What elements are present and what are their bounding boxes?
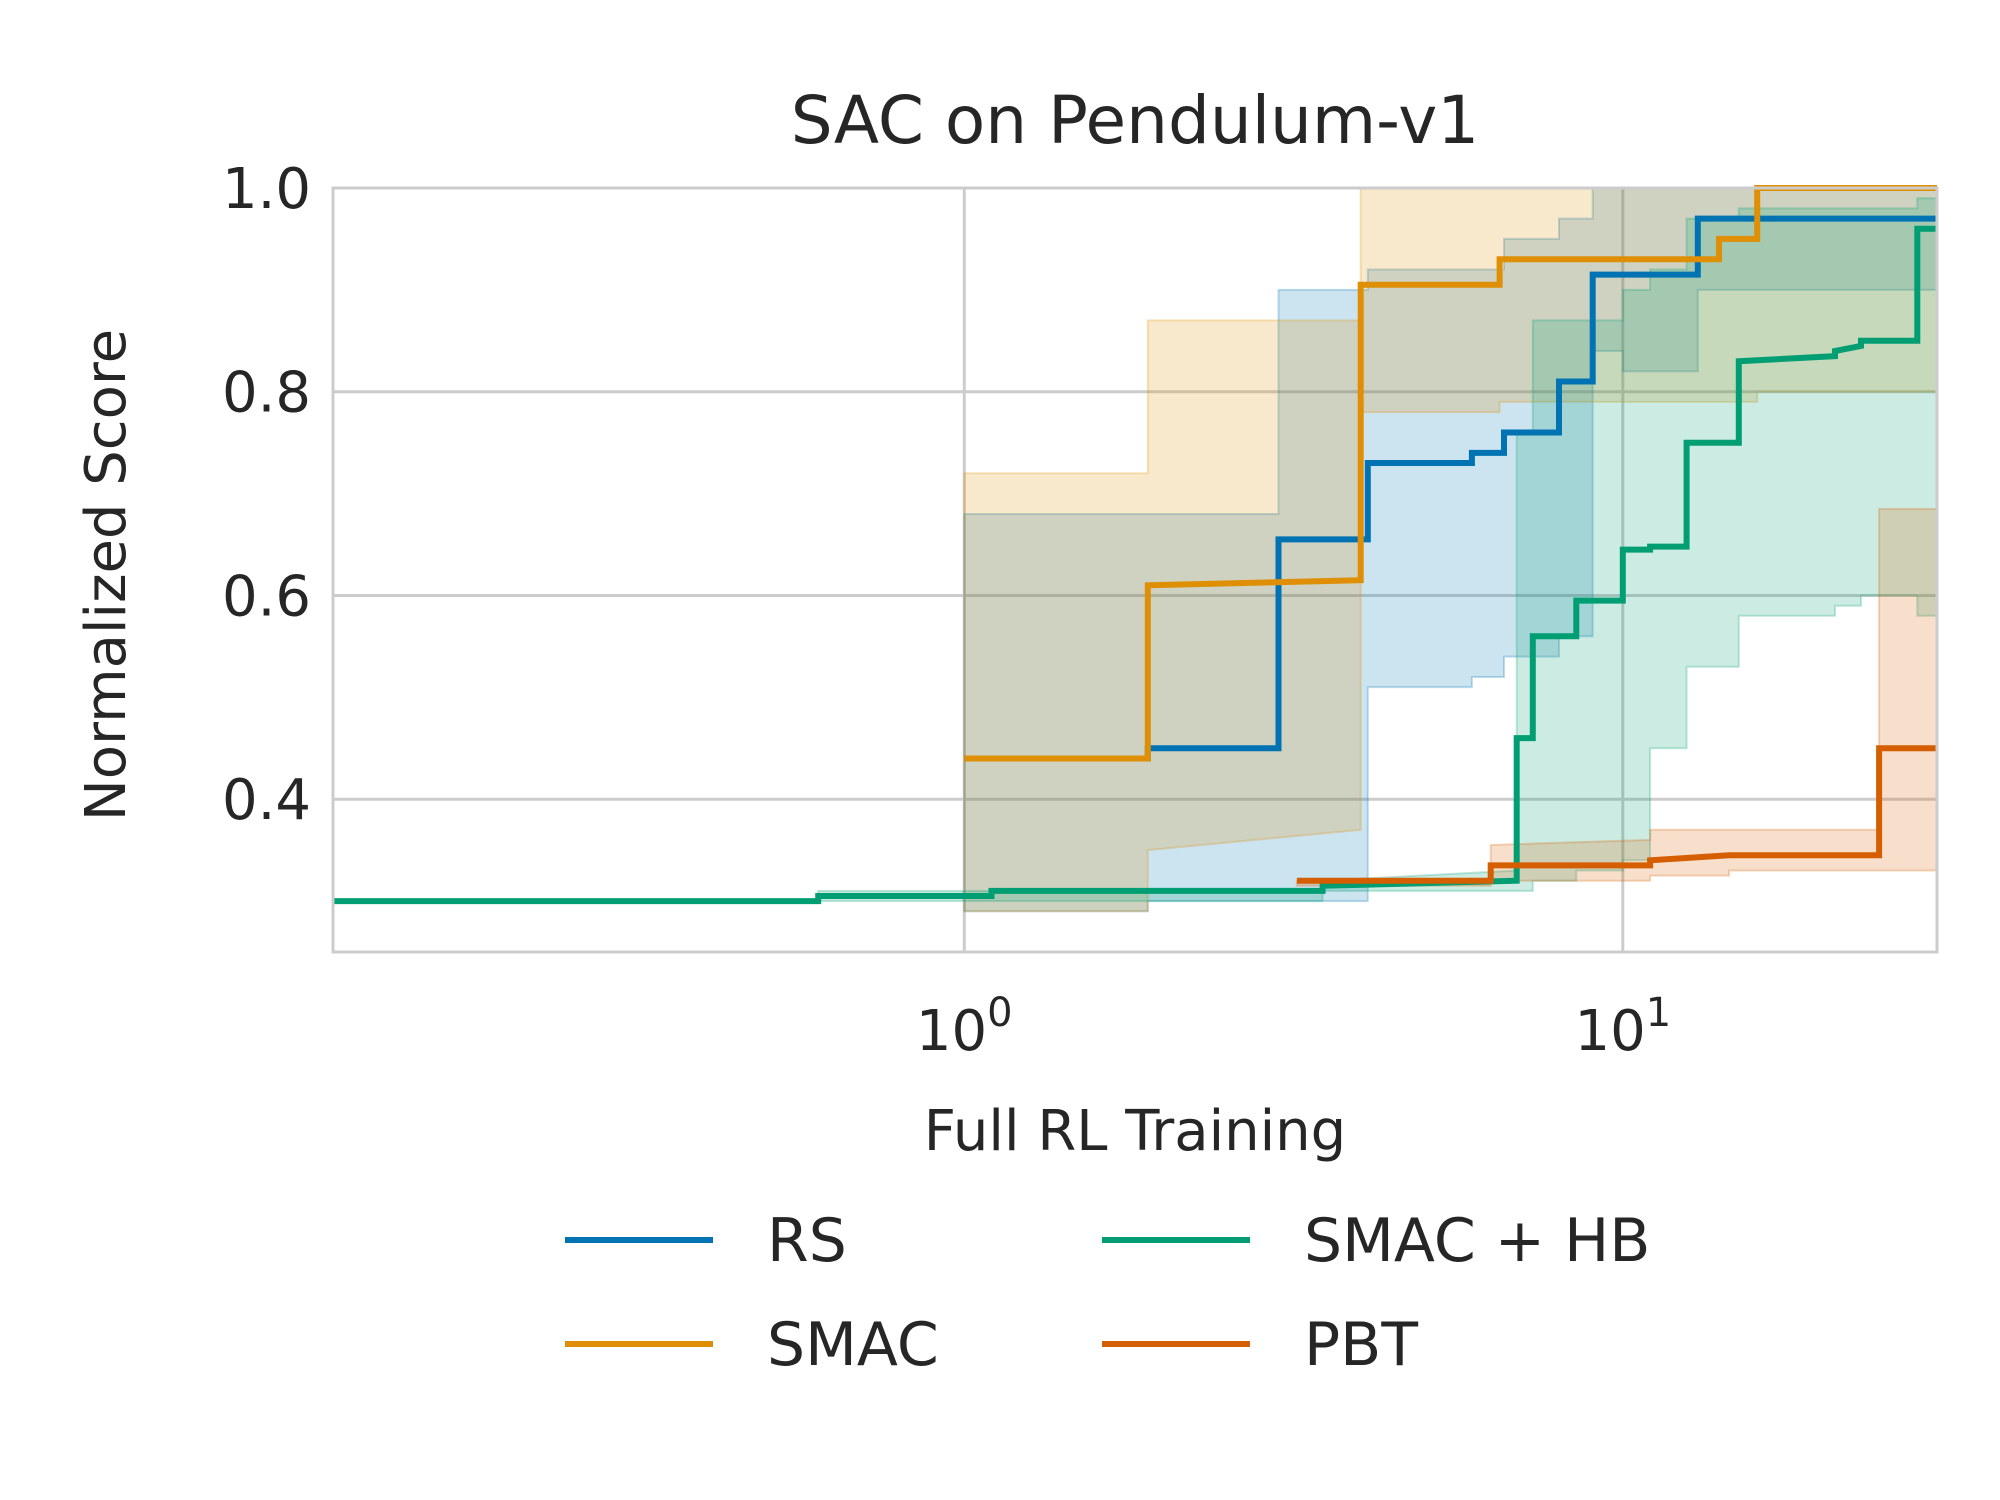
legend: RS SMAC SMAC + HB PBT xyxy=(565,1206,1650,1380)
x-tick-label: 100 xyxy=(916,990,1013,1064)
x-tick-exponent: 0 xyxy=(987,990,1012,1036)
x-axis-label: Full RL Training xyxy=(924,1099,1346,1164)
legend-label: RS xyxy=(767,1206,847,1276)
legend-label: SMAC xyxy=(767,1310,939,1380)
plot-area xyxy=(333,188,1937,952)
legend-label: PBT xyxy=(1304,1310,1418,1380)
series-line-rs xyxy=(964,215,1937,762)
x-tick-label: 101 xyxy=(1574,990,1671,1064)
plot-border xyxy=(331,186,1939,954)
x-tick-base: 10 xyxy=(916,999,987,1064)
series-line-smac-hb xyxy=(333,225,1937,905)
series-line-pbt xyxy=(1296,745,1937,884)
uncertainty-bands xyxy=(333,187,1938,913)
x-tick-base: 10 xyxy=(1574,999,1645,1064)
series-lines xyxy=(333,185,1937,905)
y-tick-label: 1.0 xyxy=(222,157,311,222)
series-line-smac xyxy=(964,185,1937,762)
plot-frame xyxy=(331,186,1939,954)
y-tick-label: 0.4 xyxy=(222,768,311,833)
band-rs xyxy=(963,187,1938,913)
x-tick-exponent: 1 xyxy=(1646,990,1671,1036)
y-axis-label: Normalized Score xyxy=(74,329,139,821)
legend-label: SMAC + HB xyxy=(1304,1206,1650,1276)
plot-background xyxy=(333,188,1937,952)
y-tick-labels: 0.4 0.6 0.8 1.0 xyxy=(222,157,311,833)
band-smac xyxy=(963,187,1938,913)
y-tick-label: 0.8 xyxy=(222,361,311,426)
x-tick-labels: 100 101 xyxy=(916,990,1671,1064)
chart-title: SAC on Pendulum-v1 xyxy=(791,82,1480,159)
y-tick-label: 0.6 xyxy=(222,564,311,629)
